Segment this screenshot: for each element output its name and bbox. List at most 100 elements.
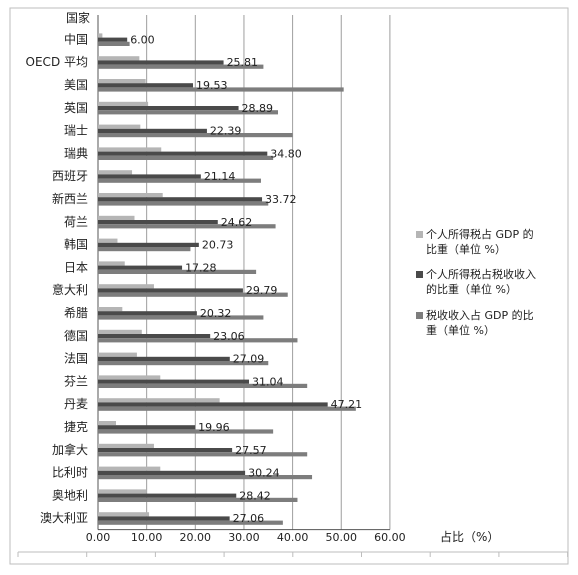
- bar-tax-revenue-share: [98, 60, 224, 65]
- bar-tax-revenue-share: [98, 379, 250, 384]
- bar-tax-revenue-share: [98, 220, 218, 225]
- x-tick-label: 0.00: [86, 531, 111, 544]
- category-label: 新西兰: [52, 191, 88, 206]
- data-label: 27.06: [233, 512, 265, 525]
- x-tick-label: 10.00: [131, 531, 163, 544]
- category-label: 中国: [64, 31, 88, 46]
- bar-gdp-share: [98, 352, 137, 357]
- category-label: 英国: [64, 101, 88, 115]
- bar-tax-revenue-share: [98, 448, 233, 453]
- bar-tax-revenue-gdp: [98, 133, 293, 138]
- data-label: 24.62: [221, 216, 253, 229]
- category-label: 法国: [64, 352, 88, 366]
- x-tick-label: 30.00: [228, 531, 260, 544]
- data-label: 30.24: [248, 467, 280, 480]
- bar-tax-revenue-gdp: [98, 520, 283, 525]
- bar-tax-revenue-share: [98, 334, 211, 339]
- bar-gdp-share: [98, 329, 142, 334]
- data-label: 27.09: [233, 353, 265, 366]
- bar-gdp-share: [98, 375, 161, 380]
- legend-swatch: [416, 231, 423, 238]
- category-axis-title: 国家: [66, 10, 90, 25]
- data-label: 20.32: [200, 307, 232, 320]
- bar-tax-revenue-gdp: [98, 269, 257, 274]
- bar-tax-revenue-gdp: [98, 429, 274, 434]
- legend-label: 个人所得税占税收收入: [426, 267, 536, 281]
- data-label: 20.73: [202, 239, 234, 252]
- bar-gdp-share: [98, 147, 162, 152]
- legend-label: 个人所得税占 GDP 的: [426, 227, 534, 241]
- bar-tax-revenue-share: [98, 311, 197, 316]
- bar-tax-revenue-gdp: [98, 292, 288, 297]
- bar-tax-revenue-gdp: [98, 475, 313, 480]
- bar-gdp-share: [98, 398, 220, 403]
- category-label: 捷克: [64, 420, 88, 434]
- bar-tax-revenue-share: [98, 493, 237, 498]
- data-label: 29.79: [246, 284, 278, 297]
- category-label: 日本: [64, 260, 88, 274]
- category-label: 瑞士: [64, 124, 88, 138]
- bar-tax-revenue-share: [98, 470, 246, 475]
- data-label: 22.39: [210, 125, 242, 138]
- bar-tax-revenue-gdp: [98, 406, 356, 411]
- bar-tax-revenue-gdp: [98, 178, 261, 183]
- x-tick-label: 60.00: [374, 531, 406, 544]
- data-label: 47.21: [331, 398, 363, 411]
- category-label: 西班牙: [52, 169, 88, 183]
- data-label: 28.89: [242, 102, 274, 115]
- bar-gdp-share: [98, 489, 147, 494]
- category-label: 德国: [64, 328, 88, 343]
- category-label: 希腊: [64, 305, 88, 320]
- bar-tax-revenue-share: [98, 174, 201, 179]
- category-label: 澳大利亚: [40, 511, 88, 525]
- data-label: 23.06: [213, 330, 245, 343]
- bar-tax-revenue-share: [98, 242, 199, 247]
- category-label: 奥地利: [52, 488, 88, 502]
- category-label: 加拿大: [52, 442, 88, 457]
- bar-gdp-share: [98, 215, 135, 220]
- bar-tax-revenue-share: [98, 151, 268, 156]
- data-label: 34.80: [270, 147, 302, 160]
- chart-frame: [9, 7, 569, 565]
- bar-tax-revenue-share: [98, 106, 239, 111]
- bar-tax-revenue-gdp: [98, 64, 264, 69]
- bar-gdp-share: [98, 307, 123, 312]
- legend-label: 比重（单位 %）: [426, 242, 506, 256]
- bar-gdp-share: [98, 33, 103, 38]
- category-label: 瑞典: [64, 146, 88, 160]
- bar-gdp-share: [98, 466, 161, 471]
- bar-tax-revenue-gdp: [98, 155, 274, 160]
- bar-tax-revenue-share: [98, 425, 196, 430]
- data-label: 19.53: [196, 79, 228, 92]
- bar-gdp-share: [98, 421, 117, 426]
- legend-label: 重（单位 %）: [426, 323, 495, 337]
- bar-gdp-share: [98, 261, 125, 266]
- bar-gdp-share: [98, 101, 149, 106]
- bar-tax-revenue-gdp: [98, 452, 308, 457]
- bar-tax-revenue-gdp: [98, 315, 264, 320]
- bar-tax-revenue-gdp: [98, 87, 344, 92]
- x-tick-label: 40.00: [277, 531, 309, 544]
- data-label: 17.28: [185, 261, 217, 274]
- x-tick-label: 20.00: [180, 531, 212, 544]
- x-tick-label: 50.00: [326, 531, 358, 544]
- bar-tax-revenue-share: [98, 197, 263, 202]
- x-axis-title: 占比（%）: [440, 529, 499, 544]
- bar-tax-revenue-gdp: [98, 247, 191, 252]
- bar-tax-revenue-share: [98, 516, 230, 521]
- bar-tax-revenue-share: [98, 402, 328, 407]
- category-label: 芬兰: [64, 374, 88, 388]
- data-label: 27.57: [235, 444, 267, 457]
- category-label: OECD 平均: [26, 55, 88, 69]
- bar-tax-revenue-gdp: [98, 41, 130, 46]
- data-label: 31.04: [252, 375, 283, 388]
- bar-tax-revenue-share: [98, 128, 207, 133]
- data-label: 25.81: [227, 56, 259, 69]
- bar-tax-revenue-share: [98, 83, 194, 88]
- bar-gdp-share: [98, 284, 154, 289]
- category-label: 意大利: [52, 282, 88, 297]
- bar-gdp-share: [98, 56, 140, 61]
- data-label: 6.00: [130, 33, 155, 46]
- bar-gdp-share: [98, 443, 154, 448]
